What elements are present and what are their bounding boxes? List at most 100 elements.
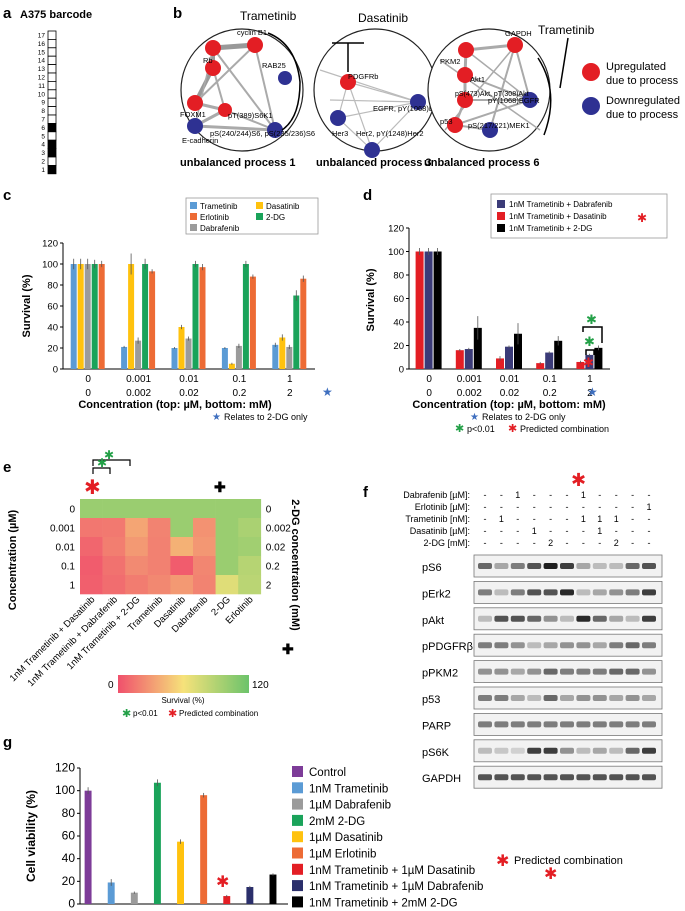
heatmap-column-label: 1nM Trametinib + Dasatinib <box>8 594 98 684</box>
chart-d-sig-star-2: ✱ <box>586 312 597 327</box>
x-tick-bottom: 0.2 <box>543 388 557 399</box>
barcode-cell <box>47 114 57 124</box>
blot-band <box>543 642 558 649</box>
x-tick-bottom: 0 <box>426 388 432 399</box>
heatmap-cell <box>215 537 239 557</box>
heatmap-sig-star-1: ✱ <box>97 456 107 470</box>
blot-band <box>510 747 525 754</box>
label-gapdh: GAPDH <box>505 29 532 38</box>
heatmap-cell <box>193 537 216 557</box>
x-tick-top: 1 <box>287 374 293 385</box>
chart-d-legend: 1nM Trametinib + Dabrafenib 1nM Trametin… <box>490 193 668 239</box>
blot-condition-cell: - <box>500 502 503 512</box>
node-her3 <box>330 110 346 126</box>
bar-dasatinib <box>77 264 84 369</box>
barcode-row-label: 14 <box>38 58 46 65</box>
legend-label: 2mM 2-DG <box>309 816 365 828</box>
blot-band <box>625 695 640 701</box>
heatmap-top-plus: ✚ <box>214 479 226 495</box>
heatmap-ylabel: Concentration (µM) <box>7 509 19 610</box>
blot-condition-cell: - <box>582 502 585 512</box>
barcode-cell <box>47 123 57 133</box>
blot-band <box>560 615 574 622</box>
heatmap-ylabel-right: 2-DG concentration (mM) <box>289 499 301 631</box>
blot-band <box>642 615 656 622</box>
blot-band <box>478 563 492 569</box>
y-tick-label: 40 <box>47 323 58 334</box>
legend-label: 1nM Trametinib <box>309 783 388 795</box>
blot-condition-cell: 1 <box>646 502 651 512</box>
blot-condition-cell: - <box>566 490 569 500</box>
legend-down-marker <box>582 97 600 115</box>
bar-1nm-trametinib-2-dg <box>473 327 482 369</box>
node-pdgfrb <box>340 74 356 90</box>
blot-band <box>478 695 492 701</box>
node-pakt <box>457 92 473 108</box>
chart-d-footnote: Relates to 2-DG only <box>482 412 566 422</box>
legend-label: Control <box>309 767 346 779</box>
caption-process-6: unbalanced process 6 <box>424 157 540 169</box>
legend-label: 1µM Dasatinib <box>309 832 383 844</box>
blot-condition-cell: - <box>549 526 552 536</box>
blot-band <box>543 589 558 596</box>
heatmap-cell <box>80 537 103 557</box>
heatmap-cell <box>238 556 262 576</box>
blot-condition-label: Erlotinib [µM]: <box>415 502 470 512</box>
blot-band <box>510 563 525 569</box>
heatmap-sig-star-2: ✱ <box>104 448 114 462</box>
x-tick-bottom: 2 <box>287 388 293 399</box>
barcode-row-label: 3 <box>41 150 45 157</box>
network-3: PDGFRb Her3 EGFR, pY(1068)EGFR Her2, pY(… <box>313 11 450 169</box>
label-pegfr: pY(1068)EGFR <box>488 96 540 105</box>
bar-trametinib <box>272 344 279 369</box>
chart-c-xlabel: Concentration (top: µM, bottom: mM) <box>78 399 272 411</box>
chart-c: 0 20 40 60 80 100 120 0 0 0.001 0.002 0.01 0.02 0.1 0.… <box>21 239 315 399</box>
panel-e: e 0 0 0.001 0.002 0.01 0.02 0.1 0.2 1 2 1nM Tramet… <box>3 448 301 720</box>
y-tick-label: 20 <box>62 874 76 888</box>
heatmap-row-label-right: 0.002 <box>266 524 291 535</box>
blot-condition-cell: - <box>516 538 519 548</box>
blot-band <box>592 615 607 622</box>
blot-band <box>609 615 624 622</box>
y-tick-label: 80 <box>62 806 76 820</box>
blot-band <box>642 695 656 701</box>
legend-swatch-tram-das <box>497 212 505 220</box>
barcode-cell <box>47 47 57 57</box>
legend-swatch <box>292 782 303 794</box>
heatmap-row-label: 0.001 <box>50 524 75 535</box>
blot-band <box>494 721 509 728</box>
blot-condition-cell: 1 <box>515 490 520 500</box>
legend-swatch-tram-dg <box>497 224 505 232</box>
bar-1-m-dabrafenib <box>130 892 138 904</box>
node-rab25 <box>278 71 292 85</box>
heatmap-cell <box>170 499 194 519</box>
blot-condition-cell: 1 <box>499 514 504 524</box>
node-pegfr <box>522 92 538 108</box>
heatmap-cell <box>147 518 171 538</box>
blot-band <box>609 721 624 728</box>
blot-band <box>625 615 640 622</box>
blot-band <box>494 615 509 622</box>
heatmap-cell <box>238 518 262 538</box>
legend-swatch <box>292 814 303 826</box>
y-tick-label: 80 <box>47 281 58 292</box>
barcode-cell <box>47 30 57 40</box>
chart-d-sig-green-star: ✱ <box>455 423 464 435</box>
bar-1nm-trametinib <box>107 882 115 904</box>
drug-label-trametinib-6: Trametinib <box>538 23 595 37</box>
blot-band <box>543 615 558 622</box>
blot-condition-cell: - <box>500 526 503 536</box>
chart-c-footnote-star: ★ <box>212 412 221 423</box>
x-tick-top: 1 <box>587 374 593 385</box>
y-tick-label: 60 <box>393 294 404 305</box>
blot-condition-cell: - <box>516 526 519 536</box>
chart-d-sig-red-star: ✱ <box>508 423 517 435</box>
blot-condition-cell: - <box>484 490 487 500</box>
legend-down-label-1: Downregulated <box>606 95 680 107</box>
panel-label-c: c <box>3 187 11 204</box>
blot-band <box>625 721 640 728</box>
caption-process-1: unbalanced process 1 <box>180 157 296 169</box>
barcode-cell <box>47 139 57 149</box>
barcode-row-label: 7 <box>41 117 45 124</box>
